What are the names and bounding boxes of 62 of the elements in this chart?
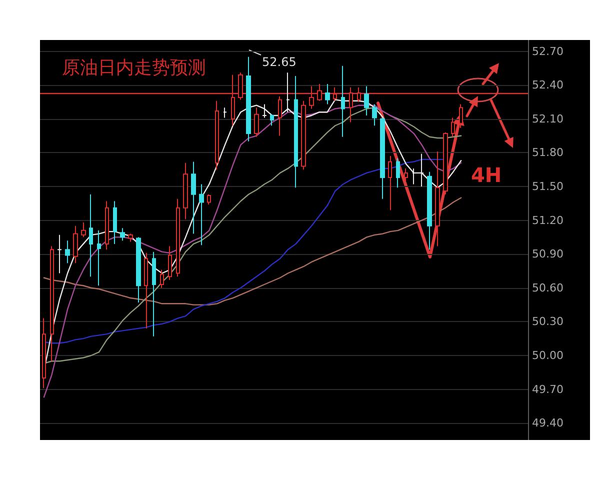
- text: 原油日内走势预测: [62, 58, 206, 78]
- candlestick: [176, 198, 180, 278]
- candlestick: [65, 240, 70, 264]
- y-tick-label: 52.40: [532, 78, 564, 92]
- candlestick: [199, 184, 204, 246]
- candlestick: [128, 233, 133, 242]
- candlestick: [341, 65, 345, 138]
- y-tick-label: 52.70: [532, 44, 564, 58]
- candlestick: [215, 100, 219, 170]
- candlestick: [404, 168, 408, 182]
- y-tick-label: 51.80: [532, 146, 564, 160]
- candlestick: [73, 225, 78, 264]
- candlestick: [294, 76, 298, 188]
- y-tick-label: 50.30: [532, 315, 564, 328]
- y-tick-label: 49.70: [532, 382, 564, 396]
- candlestick: [412, 168, 416, 185]
- candlestick: [152, 251, 156, 337]
- candlestick: [420, 153, 424, 187]
- y-tick-label: 49.40: [532, 416, 564, 430]
- candlestick: [183, 162, 188, 220]
- y-tick-label: 50.90: [532, 248, 564, 261]
- y-tick-label: 51.50: [532, 180, 564, 193]
- candlestick: [191, 161, 196, 234]
- candlestick: [105, 200, 109, 250]
- candlestick: [380, 117, 385, 200]
- candlestick: [254, 107, 259, 138]
- candlestick: [50, 246, 54, 362]
- annotation: 4H: [471, 163, 502, 187]
- candlestick: [301, 100, 306, 170]
- candlestick: [396, 158, 400, 188]
- y-tick-label: 50.60: [532, 281, 564, 294]
- y-tick-label: 51.20: [532, 214, 564, 227]
- candlestick: [372, 104, 377, 126]
- candlestick: [262, 104, 267, 118]
- candlestick: [168, 246, 172, 280]
- candlestick: [113, 200, 117, 244]
- candlestick: [57, 234, 62, 274]
- candlestick: [207, 194, 211, 206]
- candlestick: [246, 56, 251, 142]
- candlestick: [136, 236, 141, 304]
- candlestick: [451, 117, 455, 138]
- candlestick: [443, 132, 448, 195]
- candlestick: [427, 171, 432, 250]
- candlestick: [223, 107, 227, 118]
- candlestick: [120, 228, 125, 242]
- candlestick: [364, 86, 369, 116]
- line-series: [43, 197, 462, 306]
- candlestick: [388, 156, 392, 211]
- annotation: 52.65: [262, 55, 296, 69]
- candlestick: [435, 151, 440, 247]
- y-tick-label: 52.10: [532, 112, 564, 126]
- line-series: [43, 158, 446, 344]
- candlestick: [325, 83, 330, 105]
- candlestick: [144, 252, 148, 329]
- candlestick: [81, 222, 86, 238]
- candlestick: [459, 104, 463, 128]
- y-tick-label: 50.00: [532, 348, 564, 362]
- candlestick: [278, 96, 282, 136]
- candlestick: [270, 114, 274, 126]
- candlestick: [89, 194, 93, 278]
- candlestick: [97, 230, 101, 286]
- candlestick: [160, 269, 164, 288]
